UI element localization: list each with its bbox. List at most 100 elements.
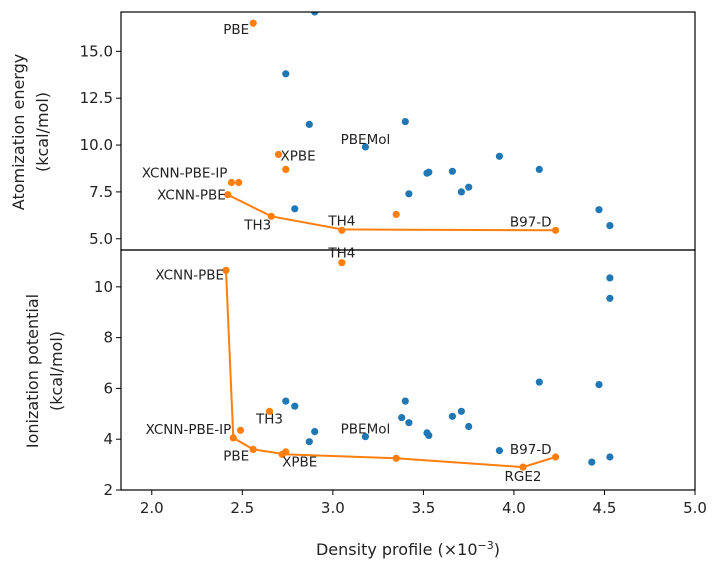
point-orange-bottom: [222, 266, 230, 274]
x-tick-label: 2.5: [230, 499, 254, 517]
point-blue-bottom: [361, 433, 369, 441]
point-orange-bottom: [229, 434, 237, 442]
point-orange-bottom: [338, 259, 346, 267]
point-blue-bottom: [448, 412, 456, 420]
point-orange-top: [235, 178, 243, 187]
x-tick-label: 4.5: [593, 499, 617, 517]
y-tick-label-bottom: 10: [94, 278, 113, 296]
point-blue-bottom: [606, 453, 614, 461]
y-axis-label-bottom-line-2: (kcal/mol): [47, 331, 66, 411]
point-blue-top: [495, 152, 503, 160]
point-blue-top: [606, 222, 614, 230]
point-blue-top: [465, 183, 473, 191]
point-blue-top: [457, 188, 465, 196]
plot-area-top: [224, 12, 614, 234]
point-orange-bottom: [392, 454, 400, 462]
y-tick-label-top: 12.5: [80, 89, 113, 107]
x-tick-label: 5.0: [683, 499, 707, 517]
annotation-top: PBE: [223, 22, 249, 38]
y-tick-label-top: 15.0: [80, 42, 113, 60]
point-orange-top: [282, 165, 290, 173]
point-blue-bottom: [588, 458, 596, 466]
x-tick-label: 3.0: [321, 499, 345, 517]
point-blue-top: [282, 70, 290, 78]
point-orange-top: [274, 150, 283, 158]
point-blue-bottom: [398, 414, 406, 422]
y-tick-label-bottom: 2: [103, 481, 113, 499]
annotation-top: TH3: [243, 217, 271, 233]
point-blue-top: [423, 169, 431, 177]
point-orange-bottom: [236, 426, 245, 434]
x-axis-label-end: ): [494, 540, 500, 559]
point-blue-bottom: [535, 378, 543, 386]
x-tick-label: 3.5: [411, 499, 435, 517]
annotation-top: TH4: [327, 213, 355, 229]
point-orange-top: [267, 212, 275, 220]
y-tick-label-bottom: 4: [103, 430, 113, 448]
point-orange-top: [338, 226, 346, 234]
y-tick-label-top: 7.5: [89, 183, 113, 201]
pareto-front-line-bottom: [225, 270, 556, 469]
x-axis-label: Density profile (×10−3): [316, 539, 500, 559]
point-blue-bottom: [606, 274, 614, 282]
y-axis-label-bottom-line-1: Ionization potential: [23, 294, 42, 448]
annotation-bottom: B97-D: [510, 442, 552, 458]
annotation-bottom: RGE2: [504, 469, 541, 485]
annotation-bottom: TH4: [327, 246, 355, 262]
annotation-top: XCNN-PBE: [157, 188, 226, 204]
annotation-bottom: PBE: [223, 448, 249, 464]
x-tick-label: 4.0: [502, 499, 526, 517]
x-tick-label: 2.0: [140, 499, 164, 517]
annotation-bottom: XCNN-PBE-IP: [146, 422, 232, 438]
point-orange-top: [552, 226, 560, 234]
x-axis-label-main: Density profile (×10: [316, 540, 478, 559]
point-blue-top: [405, 190, 413, 198]
y-tick-label-top: 5.0: [89, 230, 113, 248]
x-axis-label-exponent: −3: [478, 539, 494, 552]
pareto-front-line-top: [227, 193, 556, 232]
annotation-bottom: TH3: [255, 411, 283, 427]
point-blue-top: [305, 120, 313, 128]
annotation-top: PBEMol: [341, 132, 391, 148]
point-blue-top: [311, 12, 319, 16]
axes-frame-bottom: [120, 249, 696, 491]
annotation-bottom: XPBE: [282, 454, 317, 470]
point-orange-bottom: [519, 463, 527, 471]
point-orange-top: [392, 210, 400, 218]
point-blue-top: [535, 165, 543, 173]
point-blue-bottom: [495, 447, 503, 455]
point-blue-top: [361, 143, 369, 151]
point-blue-bottom: [457, 407, 465, 415]
point-blue-bottom: [405, 419, 413, 427]
point-orange-top: [249, 19, 257, 27]
point-blue-top: [448, 167, 456, 175]
point-blue-bottom: [282, 397, 290, 405]
y-tick-label-bottom: 8: [103, 329, 113, 347]
point-blue-bottom: [305, 438, 313, 446]
plot-area-bottom: [222, 259, 614, 471]
point-blue-bottom: [606, 294, 614, 302]
y-tick-label-top: 10.0: [80, 136, 113, 154]
y-axis-label-top-line-2: (kcal/mol): [33, 92, 52, 172]
axes-frame-top: [120, 11, 696, 251]
annotation-bottom: XCNN-PBE: [155, 267, 224, 283]
y-tick-label-bottom: 6: [103, 379, 113, 397]
point-orange-top: [227, 178, 236, 187]
point-blue-bottom: [401, 397, 409, 405]
point-orange-bottom: [552, 453, 560, 461]
annotation-bottom: PBEMol: [341, 422, 391, 438]
point-blue-bottom: [291, 402, 299, 410]
panel-top-atomization-energy: Atomization energy (kcal/mol) 5.0 7.5 10.0…: [9, 11, 696, 251]
y-axis-label-top-line-1: Atomization energy: [9, 54, 28, 210]
annotation-top: XPBE: [281, 148, 316, 164]
point-orange-top: [224, 191, 232, 199]
annotation-top: XCNN-PBE-IP: [142, 166, 228, 182]
point-blue-bottom: [311, 428, 319, 436]
annotation-top: B97-D: [510, 214, 552, 230]
point-orange-bottom: [265, 407, 274, 415]
point-blue-top: [595, 206, 603, 214]
point-orange-bottom: [249, 445, 257, 453]
panel-bottom-ionization-potential: Ionization potential (kcal/mol) 2 4 6 8 10 2.…: [23, 246, 707, 517]
point-blue-top: [291, 205, 299, 213]
